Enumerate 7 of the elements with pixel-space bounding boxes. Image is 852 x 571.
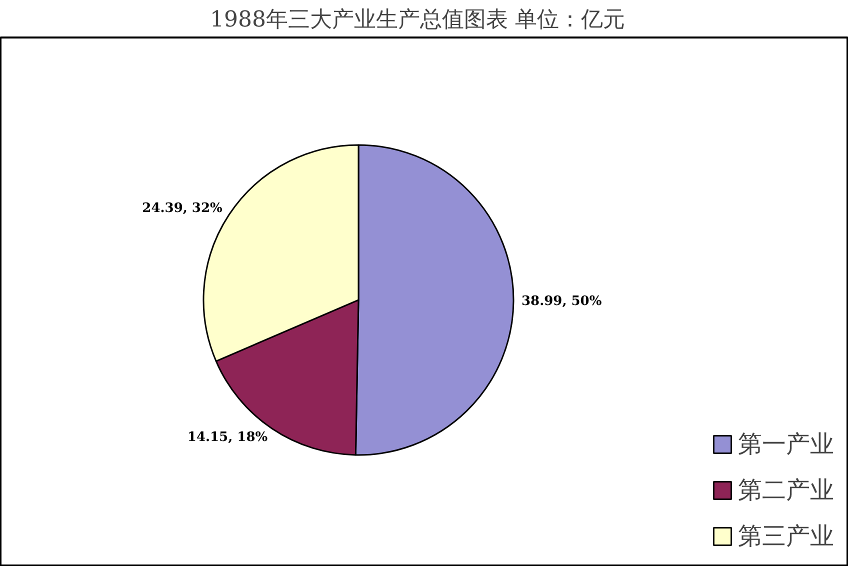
- data-label: 38.99, 50%: [521, 294, 602, 309]
- data-label: 14.15, 18%: [187, 430, 268, 446]
- legend-label: 第三产业: [738, 521, 834, 552]
- data-label: 24.39, 32%: [142, 201, 224, 216]
- legend-label: 第一产业: [738, 429, 834, 460]
- chart-title: 1988年三大产业生产总值图表 单位：亿元: [210, 8, 625, 32]
- legend-label: 第二产业: [738, 475, 834, 506]
